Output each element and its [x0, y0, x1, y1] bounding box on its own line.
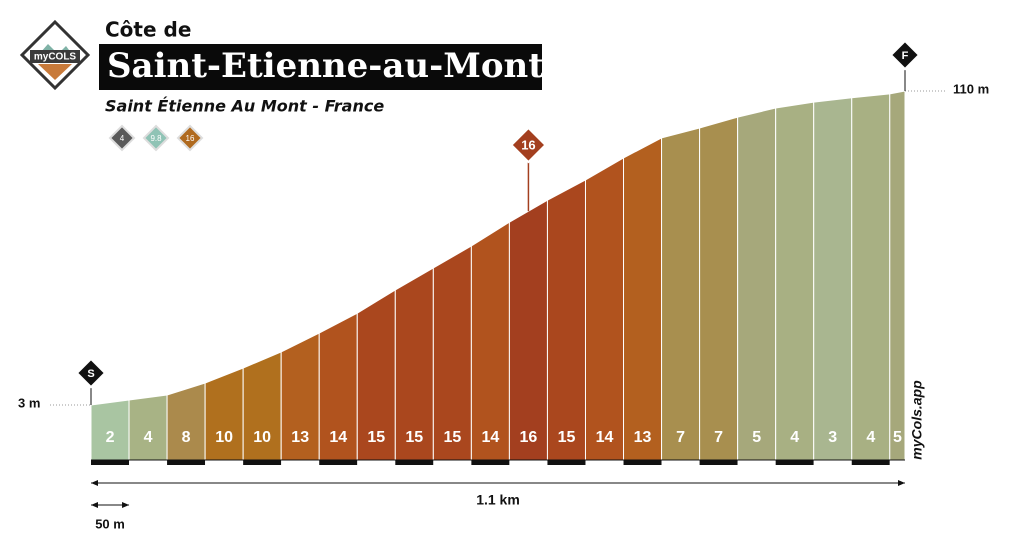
profile-segment	[470, 221, 510, 461]
profile-segment	[508, 199, 548, 461]
distance-strip	[281, 460, 320, 465]
profile-segment	[584, 157, 625, 461]
name-box	[99, 44, 542, 90]
subtitle: Saint Étienne Au Mont - France	[105, 97, 384, 116]
profile-segment	[661, 127, 701, 461]
profile-segment	[775, 101, 815, 461]
max-label: 16	[521, 137, 535, 152]
distance-arrow-head	[898, 480, 905, 486]
distance-strip	[357, 460, 396, 465]
grade-label: 4	[144, 429, 153, 446]
logo: myCOLS	[19, 19, 91, 91]
profile-segment	[699, 116, 739, 461]
distance-label: 1.1 km	[476, 492, 520, 508]
profile-segment	[851, 93, 891, 461]
badge	[142, 124, 170, 152]
distance-strip	[509, 460, 548, 465]
finish-marker	[889, 39, 921, 71]
title: Côte de	[105, 18, 191, 42]
distance-strip	[775, 460, 814, 465]
distance-strip	[91, 460, 130, 465]
grade-label: 4	[790, 429, 799, 446]
grade-label: 13	[634, 429, 652, 446]
logo-base	[38, 64, 72, 80]
distance-strip	[129, 460, 168, 465]
distance-strip	[737, 460, 776, 465]
profile-segment	[432, 245, 472, 461]
grade-label: 16	[520, 429, 538, 446]
grade-label: 13	[291, 429, 309, 446]
badges: 4 9.8 16	[108, 124, 204, 152]
start-marker	[75, 357, 107, 389]
grade-label: 10	[253, 429, 271, 446]
start-label: S	[87, 368, 94, 380]
badge	[108, 124, 136, 152]
grade-label: 15	[405, 429, 423, 446]
grade-label: 14	[596, 429, 614, 446]
grade-label: 10	[215, 429, 233, 446]
profile-segment	[623, 137, 663, 461]
watermark: myCols.app	[909, 380, 925, 460]
grade-label: 5	[893, 429, 902, 446]
scale-label: 50 m	[95, 516, 125, 531]
badge-label: 9.8	[150, 134, 162, 143]
distance-strip	[395, 460, 434, 465]
badge-label: 4	[120, 134, 125, 143]
distance-strip	[243, 460, 282, 465]
grade-label: 4	[866, 429, 875, 446]
profile-segment	[166, 382, 206, 461]
badge-label: 16	[186, 134, 195, 143]
grade-label: 2	[106, 429, 115, 446]
scale-arrow-head	[122, 502, 130, 508]
climb-name: Saint-Etienne-au-Mont	[107, 46, 544, 86]
distance-strip	[661, 460, 700, 465]
profile-segment	[737, 107, 777, 461]
distance-strip	[699, 460, 738, 465]
elevation-label: 110 m	[953, 81, 989, 96]
profile-segment	[128, 394, 168, 461]
elevation-label: 3 m	[18, 395, 40, 410]
distance-arrow-head	[91, 480, 98, 486]
profile-segment	[889, 90, 906, 461]
distance-strip	[585, 460, 624, 465]
grade-label: 15	[367, 429, 385, 446]
distance-strip	[851, 460, 890, 465]
grade-label: 3	[828, 429, 837, 446]
badge	[176, 124, 204, 152]
distance-strip	[547, 460, 586, 465]
logo-text: myCOLS	[34, 52, 77, 63]
grade-label: 14	[481, 429, 499, 446]
grade-label: 7	[676, 429, 685, 446]
profile-segment	[813, 97, 853, 461]
grade-label: 15	[443, 429, 461, 446]
distance-strip	[889, 460, 905, 465]
grade-label: 8	[182, 429, 191, 446]
grade-label: 14	[329, 429, 347, 446]
distance-strip	[471, 460, 510, 465]
profile-segment	[546, 179, 586, 461]
max-marker	[510, 126, 547, 164]
finish-label: F	[902, 50, 909, 62]
grade-label: 5	[752, 429, 761, 446]
distance-strip	[167, 460, 206, 465]
scale-arrow-head	[91, 502, 98, 508]
grade-label: 15	[558, 429, 576, 446]
grade-label: 7	[714, 429, 723, 446]
plot: 2 4 8 10 10 13 14 15 15 15 14 16 15 14 13 7 7 5 4 3 4 5 3 m 110…	[18, 39, 989, 531]
distance-strip	[623, 460, 662, 465]
distance-strip	[433, 460, 472, 465]
logo-band	[30, 50, 80, 63]
distance-strip	[205, 460, 244, 465]
distance-strip	[813, 460, 852, 465]
distance-strip	[319, 460, 358, 465]
